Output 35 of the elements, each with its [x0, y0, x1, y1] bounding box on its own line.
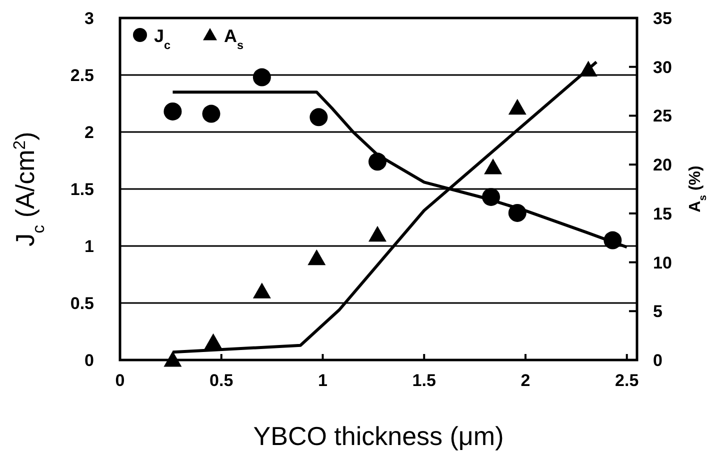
legend-label: J$_{c}$: [154, 26, 172, 52]
point: [164, 102, 182, 120]
y-tick-label: 0.5: [70, 294, 94, 313]
x-tick-label: 1: [318, 371, 328, 390]
point: [252, 282, 271, 298]
y2-tick-label: 25: [653, 106, 672, 126]
y2-tick-label: 30: [653, 58, 672, 77]
y-tick-label: 2: [84, 123, 94, 142]
y-tick-label: 0: [84, 351, 94, 370]
y2-tick-label: 35: [653, 9, 672, 28]
x-tick-label: 0: [115, 371, 125, 390]
x-tick-label: 2.5: [615, 371, 639, 390]
x-tick-label: 1.5: [412, 371, 436, 390]
legend-label: A$_{s}$: [224, 26, 244, 52]
x-tick-label: 0.5: [210, 371, 234, 390]
y-tick-label: 3: [84, 9, 94, 28]
x-tick-label: 2: [520, 371, 530, 390]
point: [308, 249, 326, 266]
point: [484, 158, 502, 174]
point: [368, 226, 386, 242]
y2-tick-label: 5: [653, 302, 662, 322]
y2-tick-label: 10: [653, 253, 672, 272]
x-axis-title: YBCO thickness (μm): [253, 421, 504, 451]
point: [508, 98, 526, 115]
y-tick-label: 2.5: [70, 66, 94, 85]
point: [310, 108, 328, 126]
y2-tick-label: 15: [653, 204, 672, 224]
y2-tick-label: 20: [653, 156, 672, 175]
point: [202, 104, 220, 123]
y2-tick-label: 0: [653, 351, 662, 370]
point: [164, 351, 182, 367]
y-tick-label: 1.5: [70, 180, 94, 199]
y-tick-label: 1: [84, 237, 94, 256]
point: [204, 333, 222, 350]
point: [252, 68, 271, 86]
